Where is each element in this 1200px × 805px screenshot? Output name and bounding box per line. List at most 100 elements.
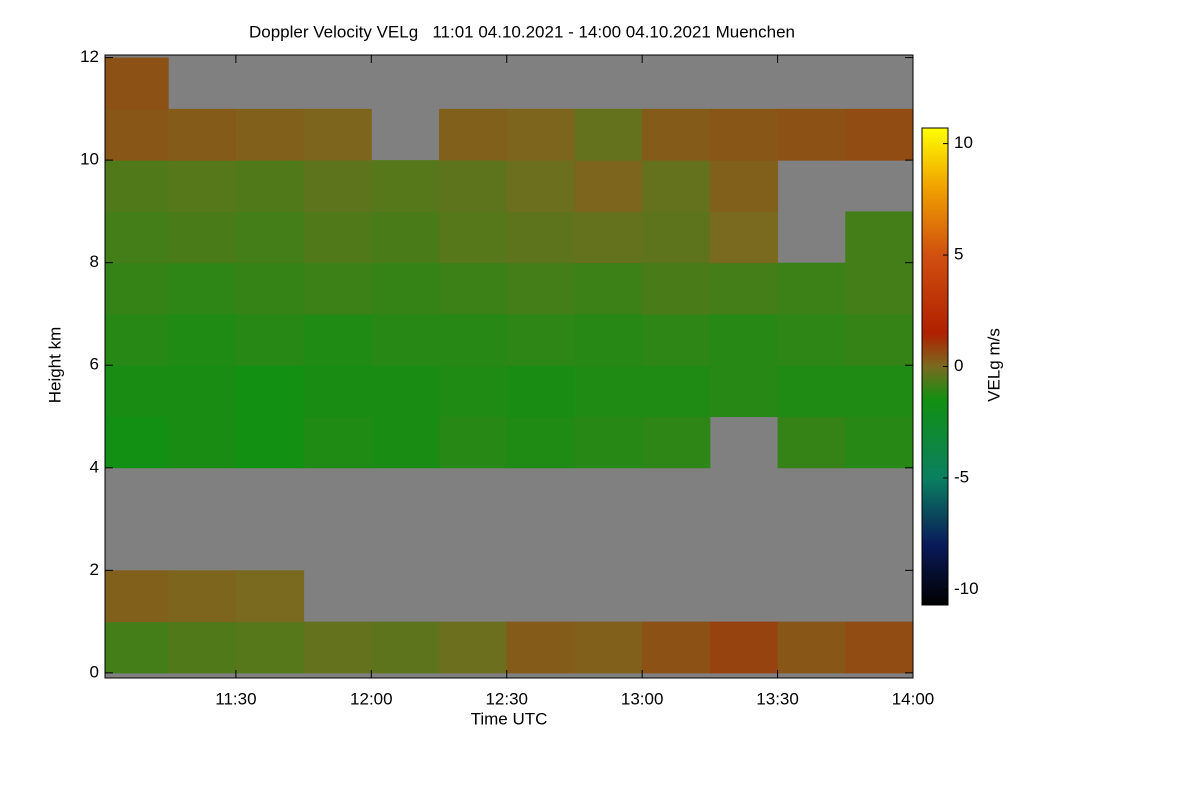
heatmap-cell [777,621,846,674]
y-tick-label: 4 [90,457,99,476]
colorbar-label: VELg m/s [984,328,1003,402]
x-tick-label: 13:00 [621,689,664,708]
heatmap-cell [642,416,711,469]
heatmap-cell [105,57,169,110]
heatmap-cell [168,570,237,623]
heatmap-cell [371,365,440,417]
heatmap-cell [642,160,711,212]
heatmap-cell [574,160,643,212]
chart-title: Doppler Velocity VELg 11:01 04.10.2021 -… [249,22,795,41]
heatmap-cell [105,365,169,417]
heatmap-cell [845,108,914,161]
heatmap-cell [845,621,914,674]
heatmap-cell [303,160,372,212]
y-tick-label: 12 [80,47,99,66]
heatmap-cell [235,621,305,674]
heatmap-cell [439,160,508,212]
heatmap-cell [371,262,440,315]
heatmap-cell [845,211,914,264]
heatmap-cell [303,313,372,366]
colorbar-tick-label: 0 [954,356,963,375]
heatmap-cell [574,262,643,315]
x-axis-label: Time UTC [471,709,548,728]
x-tick-label: 12:00 [350,689,393,708]
heatmap-cell [777,416,846,469]
heatmap-cell [303,621,372,674]
plot-frame [104,54,914,679]
heatmap-cell [642,108,711,161]
heatmap-cell [439,211,508,264]
heatmap-cell [709,262,779,315]
heatmap-cell [235,211,305,264]
heatmap-cell [303,365,372,417]
x-tick-label: 11:30 [215,689,256,708]
heatmap-cell [235,416,305,469]
heatmap-cell [574,416,643,469]
heatmap-cell [777,262,846,315]
heatmap-cell [235,570,305,623]
y-tick-label: 8 [90,252,99,271]
y-axis-label: Height km [45,327,64,404]
heatmap-cell [574,365,643,417]
heatmap-cell [574,108,643,161]
heatmap-cell [642,262,711,315]
heatmap-cell [371,211,440,264]
heatmap-cell [709,621,779,674]
heatmap-cell [845,262,914,315]
heatmap-cell [574,313,643,366]
heatmap-cell [235,262,305,315]
heatmap-cell [105,160,169,212]
y-tick-label: 2 [90,560,99,579]
x-tick-label: 13:30 [756,689,799,708]
heatmap-cell [235,313,305,366]
heatmap-cell [371,416,440,469]
heatmap-cell [777,108,846,161]
heatmap-cell [371,160,440,212]
heatmap-cell [506,621,575,674]
y-tick-label: 0 [90,662,99,681]
heatmap-cell [506,160,575,212]
heatmap-cell [439,262,508,315]
heatmap-cell [845,365,914,417]
heatmap-cell [105,262,169,315]
heatmap-cell [168,262,237,315]
heatmap-cell [506,365,575,417]
heatmap-cell [642,365,711,417]
heatmap-cell [845,416,914,469]
heatmap-cell [439,313,508,366]
heatmap-cell [439,621,508,674]
heatmap-cell [105,416,169,469]
heatmap-cell [105,108,169,161]
heatmap-cell [168,621,237,674]
heatmap-cell [105,211,169,264]
heatmap-cell [845,313,914,366]
heatmap-cell [303,108,372,161]
heatmap-cell [439,416,508,469]
heatmap-cell [506,108,575,161]
heatmap-cell [777,365,846,417]
heatmap-cell [303,211,372,264]
heatmap-cell [105,621,169,674]
heatmap-cell [709,160,779,212]
heatmap-cell [642,621,711,674]
heatmap-cell [506,211,575,264]
heatmap-cell [574,621,643,674]
heatmap-cell [168,160,237,212]
heatmap-cell [777,313,846,366]
heatmap-cell [168,365,237,417]
heatmap-cell [506,313,575,366]
colorbar-tick-label: 5 [954,245,963,264]
heatmap-cell [235,365,305,417]
x-tick-label: 12:30 [485,689,528,708]
heatmap-cell [574,211,643,264]
heatmap-cell [709,108,779,161]
heatmap-cell [506,416,575,469]
heatmap-cell [709,365,779,417]
y-tick-label: 10 [80,150,99,169]
heatmap-cell [303,262,372,315]
heatmap-cell [709,313,779,366]
heatmap-cell [439,108,508,161]
heatmap-cell [235,160,305,212]
colorbar-tick-label: 10 [954,133,973,152]
